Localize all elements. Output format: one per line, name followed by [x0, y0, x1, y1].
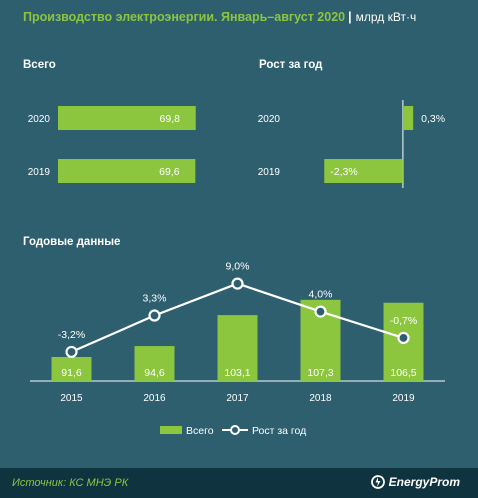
total-bar-value-label: 69,8: [160, 113, 181, 125]
annual-bar-value-label: 94,6: [144, 367, 165, 379]
annual-bar-value-label: 107,3: [307, 367, 333, 379]
growth-series-point: [397, 331, 410, 345]
total-bar-value-label: 69,6: [159, 166, 180, 178]
total-bar: [58, 106, 196, 130]
brand: EnergyProm: [370, 475, 460, 489]
growth-bar-value-label: 0,3%: [421, 113, 445, 125]
growth-series-point: [314, 305, 327, 318]
title-separator: |: [348, 10, 352, 24]
annual-x-tick-label: 2015: [60, 393, 83, 404]
growth-point-label: 3,3%: [143, 293, 167, 305]
footer: Источник: КС МНЭ РК EnergyProm: [0, 468, 478, 498]
growth-series-point: [65, 345, 78, 359]
growth-point-label: 4,0%: [309, 289, 333, 301]
annual-bar-value-label: 106,5: [390, 367, 416, 379]
total-category-label: 2020: [28, 114, 51, 125]
total-category-label: 2019: [28, 167, 51, 178]
annual-bar-value-label: 103,1: [224, 367, 250, 379]
chart-title: Производство электроэнергии. Январь–авгу…: [23, 10, 416, 24]
annual-x-tick-label: 2017: [226, 393, 249, 404]
annual-x-tick-label: 2016: [143, 393, 166, 404]
title-text: Производство электроэнергии. Январь–авгу…: [23, 10, 346, 24]
unit-label: млрд кВт·ч: [355, 10, 417, 24]
brand-name: EnergyProm: [388, 475, 460, 489]
annual-panel-heading: Годовые данные: [23, 236, 121, 248]
growth-series-point: [231, 277, 244, 290]
annual-x-tick-label: 2018: [309, 393, 332, 404]
annual-bar: [134, 346, 175, 381]
growth-bar-value-label: -2,3%: [330, 166, 357, 178]
annual-bar: [51, 356, 92, 381]
legend-bar-label: Всего: [186, 425, 214, 437]
growth-category-label: 2020: [258, 114, 281, 125]
legend-bar-swatch: [160, 426, 182, 434]
growth-point-label: -3,2%: [58, 329, 85, 341]
total-panel-heading: Всего: [23, 59, 56, 71]
annual-bar-value-label: 91,6: [61, 367, 82, 379]
growth-bar: [402, 106, 414, 130]
growth-category-label: 2019: [258, 167, 281, 178]
growth-bar: [324, 159, 403, 183]
growth-point-label: 9,0%: [226, 261, 250, 273]
annual-bar: [217, 315, 258, 381]
legend-line-marker: [230, 425, 240, 435]
growth-point-label: -0,7%: [390, 315, 417, 327]
total-bar: [58, 159, 196, 183]
brand-logo-icon: [370, 475, 385, 489]
growth-series-point: [148, 309, 161, 322]
legend-line-label: Рост за год: [252, 425, 306, 437]
annual-x-tick-label: 2019: [392, 393, 415, 404]
growth-panel-heading: Рост за год: [259, 59, 323, 71]
source-text: Источник: КС МНЭ РК: [12, 477, 129, 489]
